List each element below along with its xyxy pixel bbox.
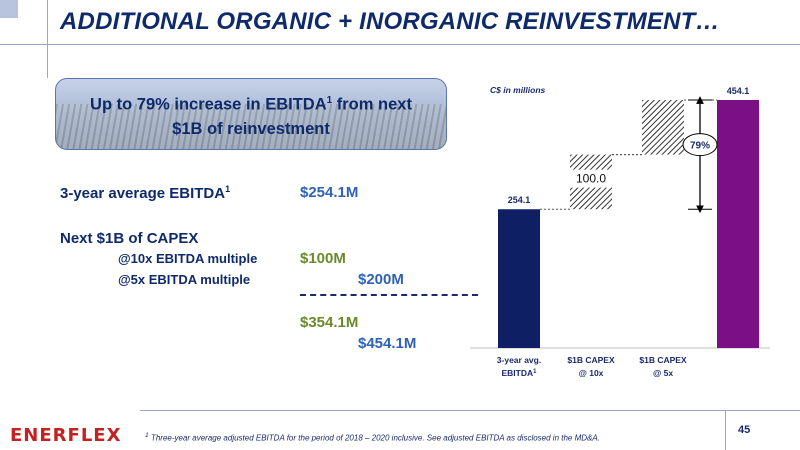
category-label-2-line-1: $1B CAPEX — [567, 355, 615, 365]
data-label-3: 100.0 — [648, 80, 678, 81]
category-label-3-line-2: @ 5x — [653, 368, 673, 378]
avg-ebitda-label: 3-year average EBITDA1 — [60, 184, 230, 202]
bar-4 — [717, 100, 759, 348]
increase-badge — [682, 133, 718, 157]
total-10x-value: $354.1M — [300, 314, 359, 331]
chart-marks: 254.1 100.0 100.0 454.1 79% — [498, 80, 759, 348]
category-label-1-line-2: EBITDA1 — [502, 368, 538, 378]
footnote: 1 Three-year average adjusted EBITDA for… — [145, 432, 600, 443]
data-label-1: 254.1 — [508, 195, 531, 205]
multiple-5x-value: $200M — [358, 271, 404, 288]
callout-line1-tail: from next — [332, 95, 412, 114]
increase-label: 79% — [690, 141, 710, 152]
category-label-3-line-1: $1B CAPEX — [639, 355, 687, 365]
category-label-1-line-1: 3-year avg. — [497, 355, 541, 365]
footer-divider — [140, 410, 800, 411]
page-number: 45 — [738, 424, 751, 436]
header-divider — [0, 44, 800, 45]
footnote-mark: 1 — [145, 432, 149, 439]
multiple-5x-label: @5x EBITDA multiple — [118, 272, 251, 287]
data-label-4: 454.1 — [727, 86, 750, 96]
enerflex-logo: ENERFLEX — [10, 425, 122, 446]
category-footnote-mark: 1 — [533, 369, 537, 375]
footer-vertical-rule — [725, 410, 726, 450]
callout-footnote-mark: 1 — [326, 95, 333, 106]
corner-accent-square — [0, 0, 18, 18]
chart-unit-label: C$ in millions — [490, 85, 546, 95]
callout-text: Up to 79% increase in EBITDA1 from next … — [56, 89, 446, 141]
category-label-2-line-2: @ 10x — [579, 368, 604, 378]
avg-ebitda-footnote-mark: 1 — [225, 184, 231, 194]
callout-line2: $1B of reinvestment — [172, 119, 330, 138]
data-label-bg-2 — [570, 169, 612, 188]
capex-label: Next $1B of CAPEX — [60, 230, 199, 247]
data-label-2: 100.0 — [576, 172, 606, 186]
callout-line1: Up to 79% increase in EBITDA — [90, 95, 327, 114]
avg-ebitda-value: $254.1M — [300, 184, 359, 201]
bar-3 — [642, 100, 684, 155]
slide-title: ADDITIONAL ORGANIC + INORGANIC REINVESTM… — [60, 8, 720, 35]
total-5x-value: $454.1M — [358, 335, 417, 352]
footnote-text: Three-year average adjusted EBITDA for t… — [150, 433, 600, 443]
avg-ebitda-label-text: 3-year average EBITDA — [60, 185, 226, 202]
callout-background-image — [56, 104, 446, 149]
header-vertical-rule — [47, 0, 48, 78]
sum-divider-dashes — [300, 294, 478, 296]
bar-1 — [498, 209, 540, 348]
chart-category-labels: 3-year avg. EBITDA1 $1B CAPEX @ 10x $1B CAPE… — [497, 355, 687, 378]
multiple-10x-label: @10x EBITDA multiple — [118, 251, 258, 266]
callout-box: Up to 79% increase in EBITDA1 from next … — [55, 78, 447, 150]
multiple-10x-value: $100M — [300, 250, 346, 267]
waterfall-chart: C$ in millions 254.1 100.0 100.0 454.1 79% 3… — [470, 80, 770, 378]
